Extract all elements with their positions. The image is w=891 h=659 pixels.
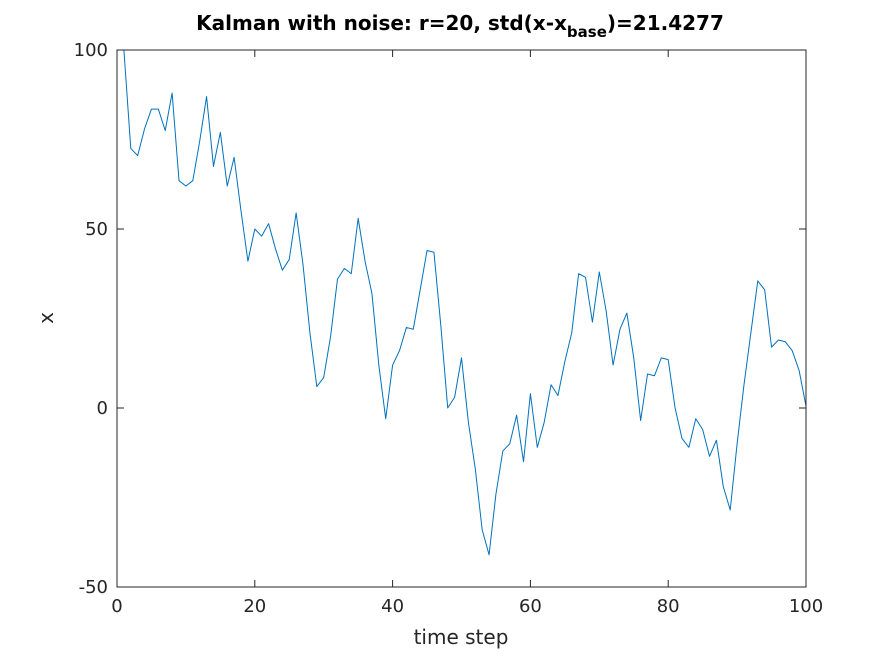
chart-title-subscript: base: [567, 23, 607, 41]
series-layer: [123, 49, 807, 556]
y-tick-label: 50: [85, 219, 108, 240]
chart-title: Kalman with noise: r=20, std(x-xbase)=21…: [196, 11, 724, 41]
axes-box: [116, 49, 807, 588]
x-tick-label: 60: [519, 596, 542, 617]
chart-title-prefix: Kalman with noise: r=20, std(x-x: [196, 11, 567, 35]
y-tick-label: 100: [74, 40, 108, 61]
x-tick-label: 20: [243, 596, 266, 617]
y-axis-label: x: [34, 312, 58, 324]
x-tick-label: 40: [381, 596, 404, 617]
x-axis-label: time step: [414, 625, 509, 649]
x-tick-label: 100: [789, 596, 823, 617]
x-tick-label: 80: [657, 596, 680, 617]
plot-area: [117, 50, 806, 587]
chart-title-suffix: )=21.4277: [607, 11, 724, 35]
series-line: [123, 49, 807, 556]
y-tick-label: 0: [97, 398, 108, 419]
x-tick-label: 0: [111, 596, 122, 617]
y-tick-label: -50: [79, 577, 108, 598]
